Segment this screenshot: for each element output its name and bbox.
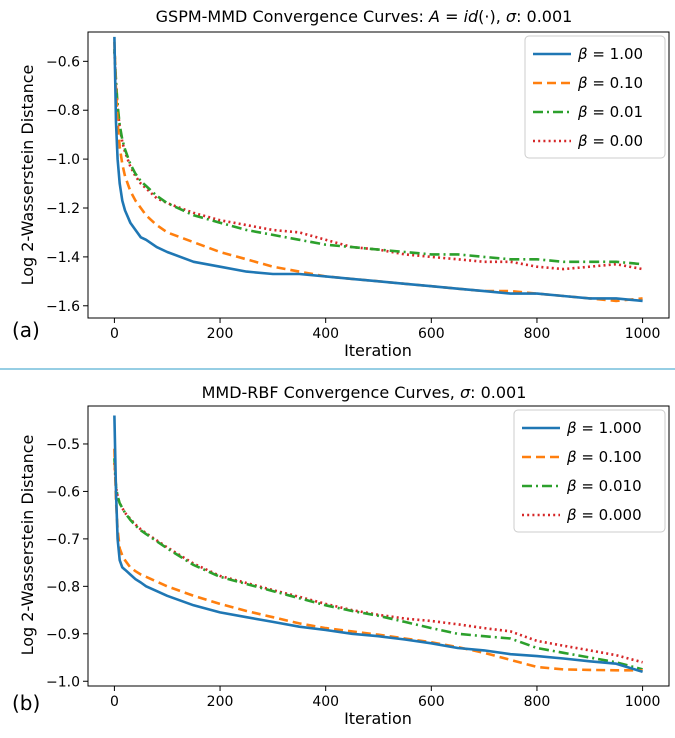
y-tick-label: −0.5 <box>46 437 80 453</box>
panel-b-axes-frame <box>87 405 670 687</box>
x-tick-label: 400 <box>312 326 339 342</box>
panel-a-series <box>113 36 643 303</box>
y-tick-label: −0.8 <box>46 579 80 595</box>
panel-a-chart: GSPM-MMD Convergence Curves: A = id(·), … <box>12 7 670 360</box>
series-line <box>113 36 643 303</box>
x-tick-label: 600 <box>418 326 445 342</box>
legend-label: β = 0.10 <box>577 74 643 92</box>
y-tick-label: −0.6 <box>46 484 80 500</box>
x-tick-label: 600 <box>418 694 445 710</box>
y-tick-label: −1.2 <box>46 201 80 217</box>
x-tick-label: 800 <box>524 694 551 710</box>
panel-b-chart: MMD-RBF Convergence Curves, σ: 0.001 0 20… <box>12 383 670 728</box>
x-tick-label: 1000 <box>625 694 661 710</box>
x-tick-label: 400 <box>312 694 339 710</box>
x-tick-label: 1000 <box>625 326 661 342</box>
panel-b-tag: (b) <box>12 691 40 715</box>
x-tick-label: 200 <box>207 326 234 342</box>
legend-label: β = 0.01 <box>577 103 643 121</box>
x-tick-label: 200 <box>207 694 234 710</box>
panel-b-series <box>113 415 643 674</box>
legend-label: β = 0.100 <box>566 448 642 466</box>
panel-b-legend: β = 1.000 β = 0.100 β = 0.010 β = 0.000 <box>513 409 666 533</box>
legend-label: β = 1.000 <box>566 419 642 437</box>
panel-a-axes-frame <box>87 31 670 319</box>
y-tick-label: −1.0 <box>46 674 80 690</box>
panel-a-legend: β = 1.00 β = 0.10 β = 0.01 β = 0.00 <box>524 35 666 159</box>
x-tick-label: 800 <box>524 326 551 342</box>
panel-a-y-ticks: −1.6 −1.4 −1.2 −1.0 −0.8 −0.6 <box>46 54 88 315</box>
y-tick-label: −1.4 <box>46 250 80 266</box>
panel-a-x-ticks: 0 200 400 600 800 1000 <box>110 318 660 342</box>
series-line <box>113 448 643 672</box>
x-tick-label: 0 <box>110 326 119 342</box>
y-tick-label: −1.0 <box>46 152 80 168</box>
panel-b-y-ticks: −1.0 −0.9 −0.8 −0.7 −0.6 −0.5 <box>46 437 88 690</box>
panel-a-y-label: Log 2-Wasserstein Distance <box>18 65 37 286</box>
panel-b-x-ticks: 0 200 400 600 800 1000 <box>110 686 660 710</box>
y-tick-label: −0.7 <box>46 532 80 548</box>
panel-a-x-label: Iteration <box>344 341 412 360</box>
series-line <box>113 415 643 674</box>
panel-a-legend-box <box>524 35 666 159</box>
panel-a-tag: (a) <box>12 318 40 342</box>
y-tick-label: −0.6 <box>46 54 80 70</box>
legend-label: β = 0.000 <box>566 506 642 524</box>
series-line <box>113 41 643 303</box>
legend-label: β = 0.00 <box>577 132 643 150</box>
panel-b-legend-box <box>513 409 666 533</box>
panel-a-title: GSPM-MMD Convergence Curves: A = id(·), … <box>156 7 573 26</box>
legend-label: β = 1.00 <box>577 45 643 63</box>
panel-b-y-label: Log 2-Wasserstein Distance <box>18 435 37 656</box>
y-tick-label: −1.6 <box>46 299 80 315</box>
panel-b-x-label: Iteration <box>344 709 412 728</box>
y-tick-label: −0.9 <box>46 627 80 643</box>
x-tick-label: 0 <box>110 694 119 710</box>
panel-b-title: MMD-RBF Convergence Curves, σ: 0.001 <box>202 383 527 402</box>
legend-label: β = 0.010 <box>566 477 642 495</box>
series-line <box>113 458 643 671</box>
y-tick-label: −0.8 <box>46 103 80 119</box>
series-line <box>113 49 643 266</box>
